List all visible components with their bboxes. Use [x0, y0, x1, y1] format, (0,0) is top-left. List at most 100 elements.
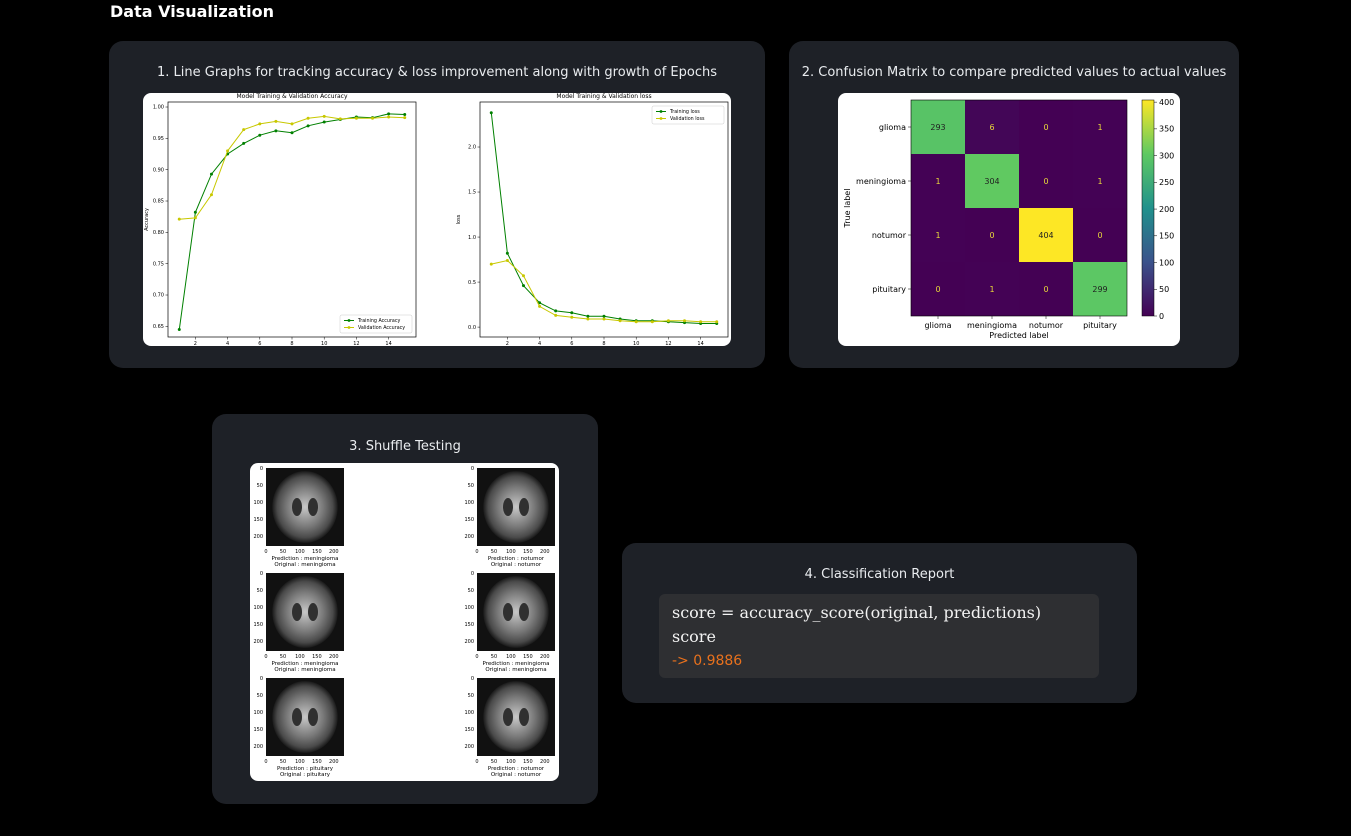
- loss-x-tick-label: 12: [665, 341, 671, 346]
- confusion-matrix-figure: 293 6 0 1 1 304 0 1 1 0 404 0 0 1 0 299 glioma glioma meni…: [843, 98, 1174, 340]
- confusion-cell-value: 293: [930, 123, 945, 132]
- accuracy-series-training-point: [177, 327, 181, 331]
- mri-x-tick-label: 50: [491, 654, 497, 660]
- accuracy-x-tick-label: 12: [353, 341, 359, 346]
- accuracy-y-tick-label: 0.75: [153, 261, 164, 267]
- mri-x-tick-label: 0: [475, 759, 478, 765]
- confusion-y-tick-label: notumor: [872, 231, 907, 240]
- loss-series-validation-point: [618, 319, 622, 323]
- confusion-cell-value: 0: [1043, 123, 1048, 132]
- accuracy-series-training-point: [274, 129, 278, 133]
- accuracy-series-validation-point: [290, 122, 294, 126]
- accuracy-series-validation-point: [322, 114, 326, 118]
- accuracy-x-tick-label: 6: [258, 341, 261, 346]
- loss-series-validation-point: [683, 319, 687, 323]
- mri-y-tick-label: 200: [464, 639, 474, 645]
- loss-series-validation-point: [538, 304, 542, 308]
- colorbar-tick-label: 300: [1159, 151, 1174, 160]
- accuracy-series-training-point: [209, 172, 213, 176]
- page-title: Data Visualization: [110, 2, 274, 21]
- accuracy-series-training-point: [193, 210, 197, 214]
- mri-x-tick-label: 0: [264, 654, 267, 660]
- mri-x-tick-label: 100: [295, 759, 305, 765]
- mri-y-tick-label: 50: [257, 693, 263, 699]
- mri-ventricle-left: [503, 498, 513, 516]
- shuffle-testing-card: 3. Shuffle Testing 0 0 50 50 100 100 150 150 200…: [212, 414, 598, 804]
- mri-x-tick-label: 100: [295, 654, 305, 660]
- confusion-x-tick-label: pituitary: [1083, 321, 1117, 330]
- loss-x-tick-label: 6: [570, 341, 573, 346]
- confusion-x-axis-label: Predicted label: [989, 331, 1048, 340]
- mri-y-tick-label: 0: [260, 676, 263, 682]
- confusion-cell-value: 1: [989, 285, 994, 294]
- mri-y-tick-label: 150: [253, 622, 263, 628]
- mri-prediction-label: Prediction : pituitary: [277, 766, 334, 772]
- loss-series-training-point: [586, 314, 590, 318]
- loss-x-tick-label: 8: [602, 341, 605, 346]
- loss-series-training-point: [554, 309, 558, 313]
- mri-y-tick-label: 150: [464, 727, 474, 733]
- loss-series-validation-point: [650, 320, 654, 324]
- confusion-cell-value: 0: [989, 231, 994, 240]
- mri-x-tick-label: 100: [295, 549, 305, 555]
- mri-prediction-label: Prediction : meningioma: [482, 661, 549, 667]
- mri-x-tick-label: 50: [280, 549, 286, 555]
- loss-legend-marker: [659, 117, 663, 120]
- mri-x-tick-label: 150: [312, 549, 322, 555]
- mri-ventricle-left: [503, 708, 513, 726]
- colorbar-tick-label: 150: [1159, 232, 1174, 241]
- loss-legend-marker: [659, 110, 663, 113]
- mri-y-tick-label: 0: [471, 676, 474, 682]
- classification-report-card-title: 4. Classification Report: [804, 567, 955, 582]
- mri-y-tick-label: 150: [464, 517, 474, 523]
- mri-ventricle-right: [308, 708, 318, 726]
- loss-y-tick-label: 2.0: [468, 145, 476, 151]
- score-output: -> 0.9886: [672, 653, 743, 669]
- accuracy-series-validation-point: [338, 117, 342, 121]
- mri-ventricle-right: [519, 603, 529, 621]
- confusion-cell-value: 0: [1043, 285, 1048, 294]
- loss-plot-frame: [479, 101, 729, 338]
- accuracy-series-validation-point: [226, 149, 230, 153]
- accuracy-title: Model Training & Validation Accuracy: [236, 93, 347, 100]
- mri-y-tick-label: 150: [464, 622, 474, 628]
- confusion-cell: [1019, 100, 1073, 154]
- loss-series-validation-point: [666, 319, 670, 323]
- accuracy-y-tick-label: 0.85: [153, 199, 164, 205]
- mri-ventricle-right: [519, 498, 529, 516]
- mri-x-tick-label: 150: [523, 759, 533, 765]
- mri-brain-scan: [483, 681, 549, 753]
- shuffle-testing-card-title: 3. Shuffle Testing: [349, 439, 461, 454]
- colorbar-tick-label: 250: [1159, 178, 1174, 187]
- confusion-cell-value: 0: [1097, 231, 1102, 240]
- colorbar-tick-label: 100: [1159, 258, 1174, 267]
- mri-brain-scan: [272, 681, 338, 753]
- mri-x-tick-label: 200: [540, 654, 550, 660]
- confusion-cell-value: 1: [1097, 177, 1102, 186]
- mri-original-label: Original : meningioma: [274, 667, 335, 673]
- accuracy-series-validation-point: [242, 128, 246, 132]
- confusion-cell: [1073, 262, 1127, 316]
- accuracy-series-validation-point: [177, 217, 181, 221]
- confusion-cell: [1073, 100, 1127, 154]
- mri-x-tick-label: 100: [506, 759, 516, 765]
- accuracy-x-tick-label: 4: [226, 341, 229, 346]
- mri-y-tick-label: 50: [257, 588, 263, 594]
- line-graphs-card: 1. Line Graphs for tracking accuracy & l…: [109, 41, 765, 368]
- mri-y-tick-label: 100: [253, 500, 263, 506]
- mri-x-tick-label: 50: [491, 759, 497, 765]
- mri-ventricle-left: [503, 603, 513, 621]
- accuracy-series-validation-point: [306, 116, 310, 120]
- mri-x-tick-label: 0: [264, 549, 267, 555]
- mri-y-tick-label: 50: [468, 483, 474, 489]
- loss-series-validation-point: [570, 315, 574, 319]
- accuracy-series-validation-point: [403, 116, 407, 120]
- confusion-cell-value: 0: [1043, 177, 1048, 186]
- mri-y-tick-label: 100: [253, 605, 263, 611]
- accuracy-series-training-point: [258, 133, 262, 137]
- mri-y-tick-label: 50: [468, 588, 474, 594]
